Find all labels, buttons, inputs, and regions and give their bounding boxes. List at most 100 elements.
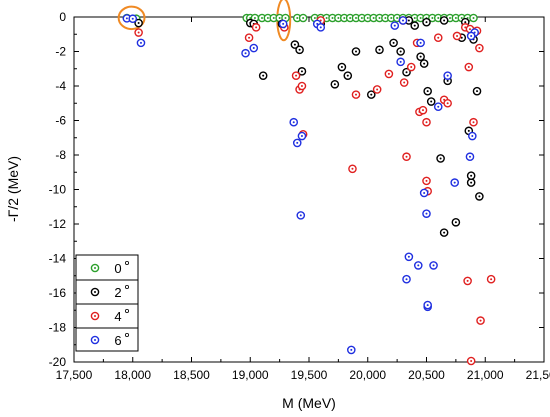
data-point — [422, 17, 431, 27]
data-point — [351, 47, 361, 56]
data-point — [443, 71, 452, 80]
x-tick-label: 19,500 — [291, 368, 328, 382]
data-point — [258, 71, 268, 80]
data-point — [343, 71, 353, 80]
legend-marker — [90, 335, 100, 345]
data-point — [426, 97, 436, 106]
data-point — [466, 178, 476, 187]
x-tick-label: 17,500 — [56, 368, 93, 382]
data-point — [297, 81, 307, 91]
data-point — [465, 152, 475, 162]
data-point — [413, 261, 423, 270]
data-point — [136, 38, 146, 48]
data-point — [390, 21, 400, 30]
y-tick-label: 0 — [59, 10, 66, 24]
data-point — [433, 102, 443, 111]
series-6 — [122, 14, 479, 355]
y-tick-label: -10 — [49, 183, 67, 197]
data-point — [472, 86, 482, 96]
data-point — [298, 13, 308, 23]
data-point — [398, 16, 408, 25]
data-point — [404, 252, 414, 262]
y-tick-label: -14 — [49, 252, 67, 266]
data-point — [345, 13, 355, 23]
y-axis-title: -Γ/2 (MeV) — [5, 156, 21, 222]
data-point — [348, 164, 357, 174]
data-point — [134, 28, 143, 37]
data-point — [466, 171, 476, 180]
data-point — [475, 43, 484, 53]
y-tick-label: -16 — [49, 286, 67, 300]
data-point — [468, 131, 477, 141]
data-point — [249, 43, 259, 53]
x-tick-label: 18,000 — [114, 368, 151, 382]
data-point — [346, 345, 356, 355]
data-points — [122, 13, 496, 366]
highlight-ellipse — [117, 5, 146, 31]
legend-box — [75, 254, 139, 352]
data-point — [463, 276, 472, 286]
data-point — [330, 79, 340, 89]
data-point — [375, 45, 384, 55]
legend-marker — [90, 287, 100, 297]
y-tick-label: -2 — [55, 45, 66, 59]
data-point — [464, 62, 474, 72]
data-point — [451, 217, 461, 227]
data-point — [418, 105, 428, 115]
degree-sign — [125, 332, 130, 337]
data-point — [384, 69, 394, 79]
data-point — [406, 62, 416, 72]
y-tick-label: -18 — [49, 321, 67, 335]
data-point — [433, 33, 443, 43]
legend-label: 6 — [114, 333, 121, 348]
x-tick-label: 18,500 — [173, 368, 210, 382]
y-tick-label: -6 — [55, 114, 66, 128]
data-point — [289, 117, 299, 127]
y-tick-label: -4 — [55, 79, 66, 93]
data-point — [241, 48, 250, 58]
x-tick-label: 19,000 — [232, 368, 269, 382]
data-point — [410, 21, 420, 30]
data-point — [422, 209, 431, 218]
y-tick-label: -8 — [55, 148, 66, 162]
data-point — [428, 13, 437, 23]
data-point — [122, 14, 132, 23]
degree-sign — [125, 260, 130, 265]
data-point — [469, 13, 478, 23]
x-tick-label: 21,000 — [467, 368, 504, 382]
y-tick-labels: 0 -2 -4 -6 -8 -10 -12 -14 -16 -18 -20 — [49, 10, 67, 369]
data-point — [450, 178, 460, 187]
data-point — [466, 356, 476, 366]
data-point — [439, 16, 449, 25]
data-point — [486, 274, 496, 284]
data-point — [351, 90, 361, 99]
data-point — [296, 211, 306, 220]
data-point — [396, 47, 405, 56]
data-point — [429, 261, 438, 270]
data-point — [423, 86, 432, 96]
x-tick-label: 21,500 — [526, 368, 550, 382]
y-tick-label: -20 — [49, 355, 67, 369]
data-point — [436, 154, 445, 163]
x-tick-label: 20,000 — [349, 368, 386, 382]
data-point — [422, 117, 431, 127]
x-tick-label: 20,500 — [408, 368, 445, 382]
data-point — [419, 59, 429, 68]
data-point — [419, 188, 429, 198]
degree-sign — [125, 308, 130, 313]
series-2 — [134, 16, 484, 237]
data-point — [402, 67, 411, 77]
data-point — [416, 38, 425, 48]
data-point — [389, 38, 398, 48]
data-point — [475, 192, 484, 201]
degree-sign — [125, 284, 130, 289]
data-point — [290, 40, 300, 49]
x-axis-title: M (MeV) — [282, 395, 336, 411]
data-point — [316, 23, 326, 32]
legend-label: 4 — [114, 309, 121, 324]
legend-marker — [90, 263, 100, 273]
data-point — [452, 31, 462, 41]
data-point — [278, 19, 288, 29]
data-point — [386, 13, 396, 23]
